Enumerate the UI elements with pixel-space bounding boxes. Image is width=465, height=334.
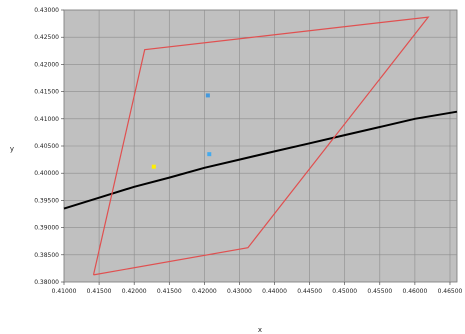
y-tick-label: 0.42500: [34, 34, 59, 41]
y-tick-label: 0.43000: [34, 7, 59, 14]
y-tick-label: 0.42000: [34, 61, 59, 68]
y-tick-label: 0.41500: [34, 89, 59, 96]
x-tick-label: 0.45000: [332, 288, 357, 295]
x-axis-label: x: [258, 326, 262, 334]
x-tick-label: 0.45500: [367, 288, 392, 295]
y-tick-label: 0.40500: [34, 143, 59, 150]
x-tick-label: 0.43000: [227, 288, 252, 295]
y-tick-label: 0.38500: [34, 252, 59, 259]
data-series: [63, 16, 458, 276]
curve-line: [63, 110, 458, 210]
y-axis-ticks: 0.38000 0.38500 0.39000 0.39500 0.40000 0.405…: [34, 7, 64, 286]
y-axis-label: y: [10, 145, 14, 153]
x-tick-label: 0.44000: [262, 288, 287, 295]
y-tick-label: 0.39000: [34, 225, 59, 232]
x-tick-label: 0.41000: [52, 288, 77, 295]
data-point: [205, 93, 210, 98]
y-tick-label: 0.40000: [34, 170, 59, 177]
x-tick-label: 0.41500: [157, 288, 182, 295]
y-tick-label: 0.41000: [34, 116, 59, 123]
x-tick-label: 0.42000: [122, 288, 147, 295]
x-tick-label: 0.41500: [87, 288, 112, 295]
parallelogram-outline: [92, 16, 430, 276]
x-axis-ticks: 0.41000 0.41500 0.42000 0.41500 0.42000 0.430…: [52, 282, 463, 295]
grid: [63, 9, 457, 283]
x-tick-label: 0.46000: [402, 288, 427, 295]
data-point: [151, 164, 156, 169]
x-tick-label: 0.46500: [438, 288, 463, 295]
x-tick-label: 0.42000: [192, 288, 217, 295]
data-point: [207, 152, 212, 157]
y-tick-label: 0.38000: [34, 279, 59, 286]
x-tick-label: 0.44500: [297, 288, 322, 295]
y-tick-label: 0.39500: [34, 197, 59, 204]
